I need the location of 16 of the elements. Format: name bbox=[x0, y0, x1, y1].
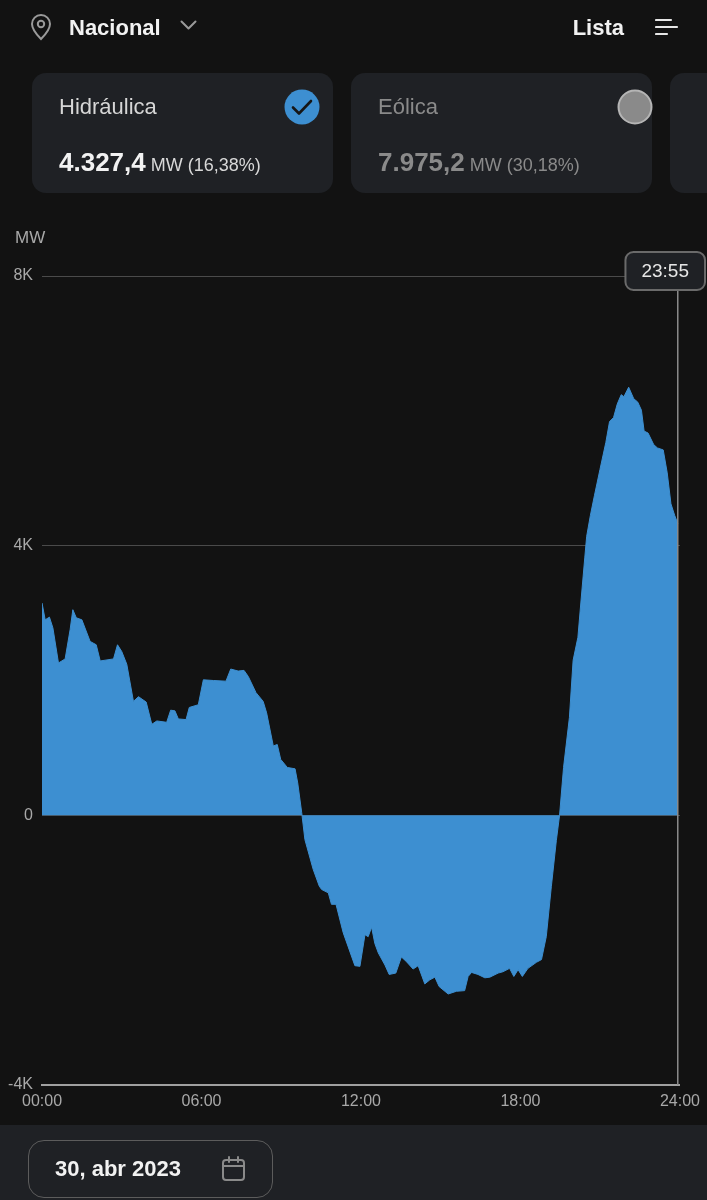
x-tick-label: 00:00 bbox=[21, 1092, 63, 1110]
x-tick-label: 24:00 bbox=[659, 1092, 701, 1110]
x-tick-label: 12:00 bbox=[340, 1092, 382, 1110]
x-tick-label: 06:00 bbox=[181, 1092, 222, 1110]
y-tick-label: 4K bbox=[13, 536, 34, 554]
text: Nacional bbox=[69, 14, 161, 42]
date-field: 30, abr 2023 bbox=[28, 1140, 273, 1198]
card: Hidráulica 4.327,4 MW (16,38%) bbox=[32, 73, 333, 193]
x-tick-label: 18:00 bbox=[500, 1092, 541, 1110]
y-tick-label: 0 bbox=[24, 805, 34, 823]
card: Eólica 7.975,2 MW (30,18%) bbox=[351, 73, 652, 193]
y-axis-title: MW bbox=[15, 227, 46, 249]
text: Lista bbox=[572, 14, 624, 42]
y-tick-label: 8K bbox=[13, 266, 34, 284]
y-tick-label: -4K bbox=[8, 1075, 34, 1093]
annotation: 23:55 bbox=[641, 260, 689, 282]
